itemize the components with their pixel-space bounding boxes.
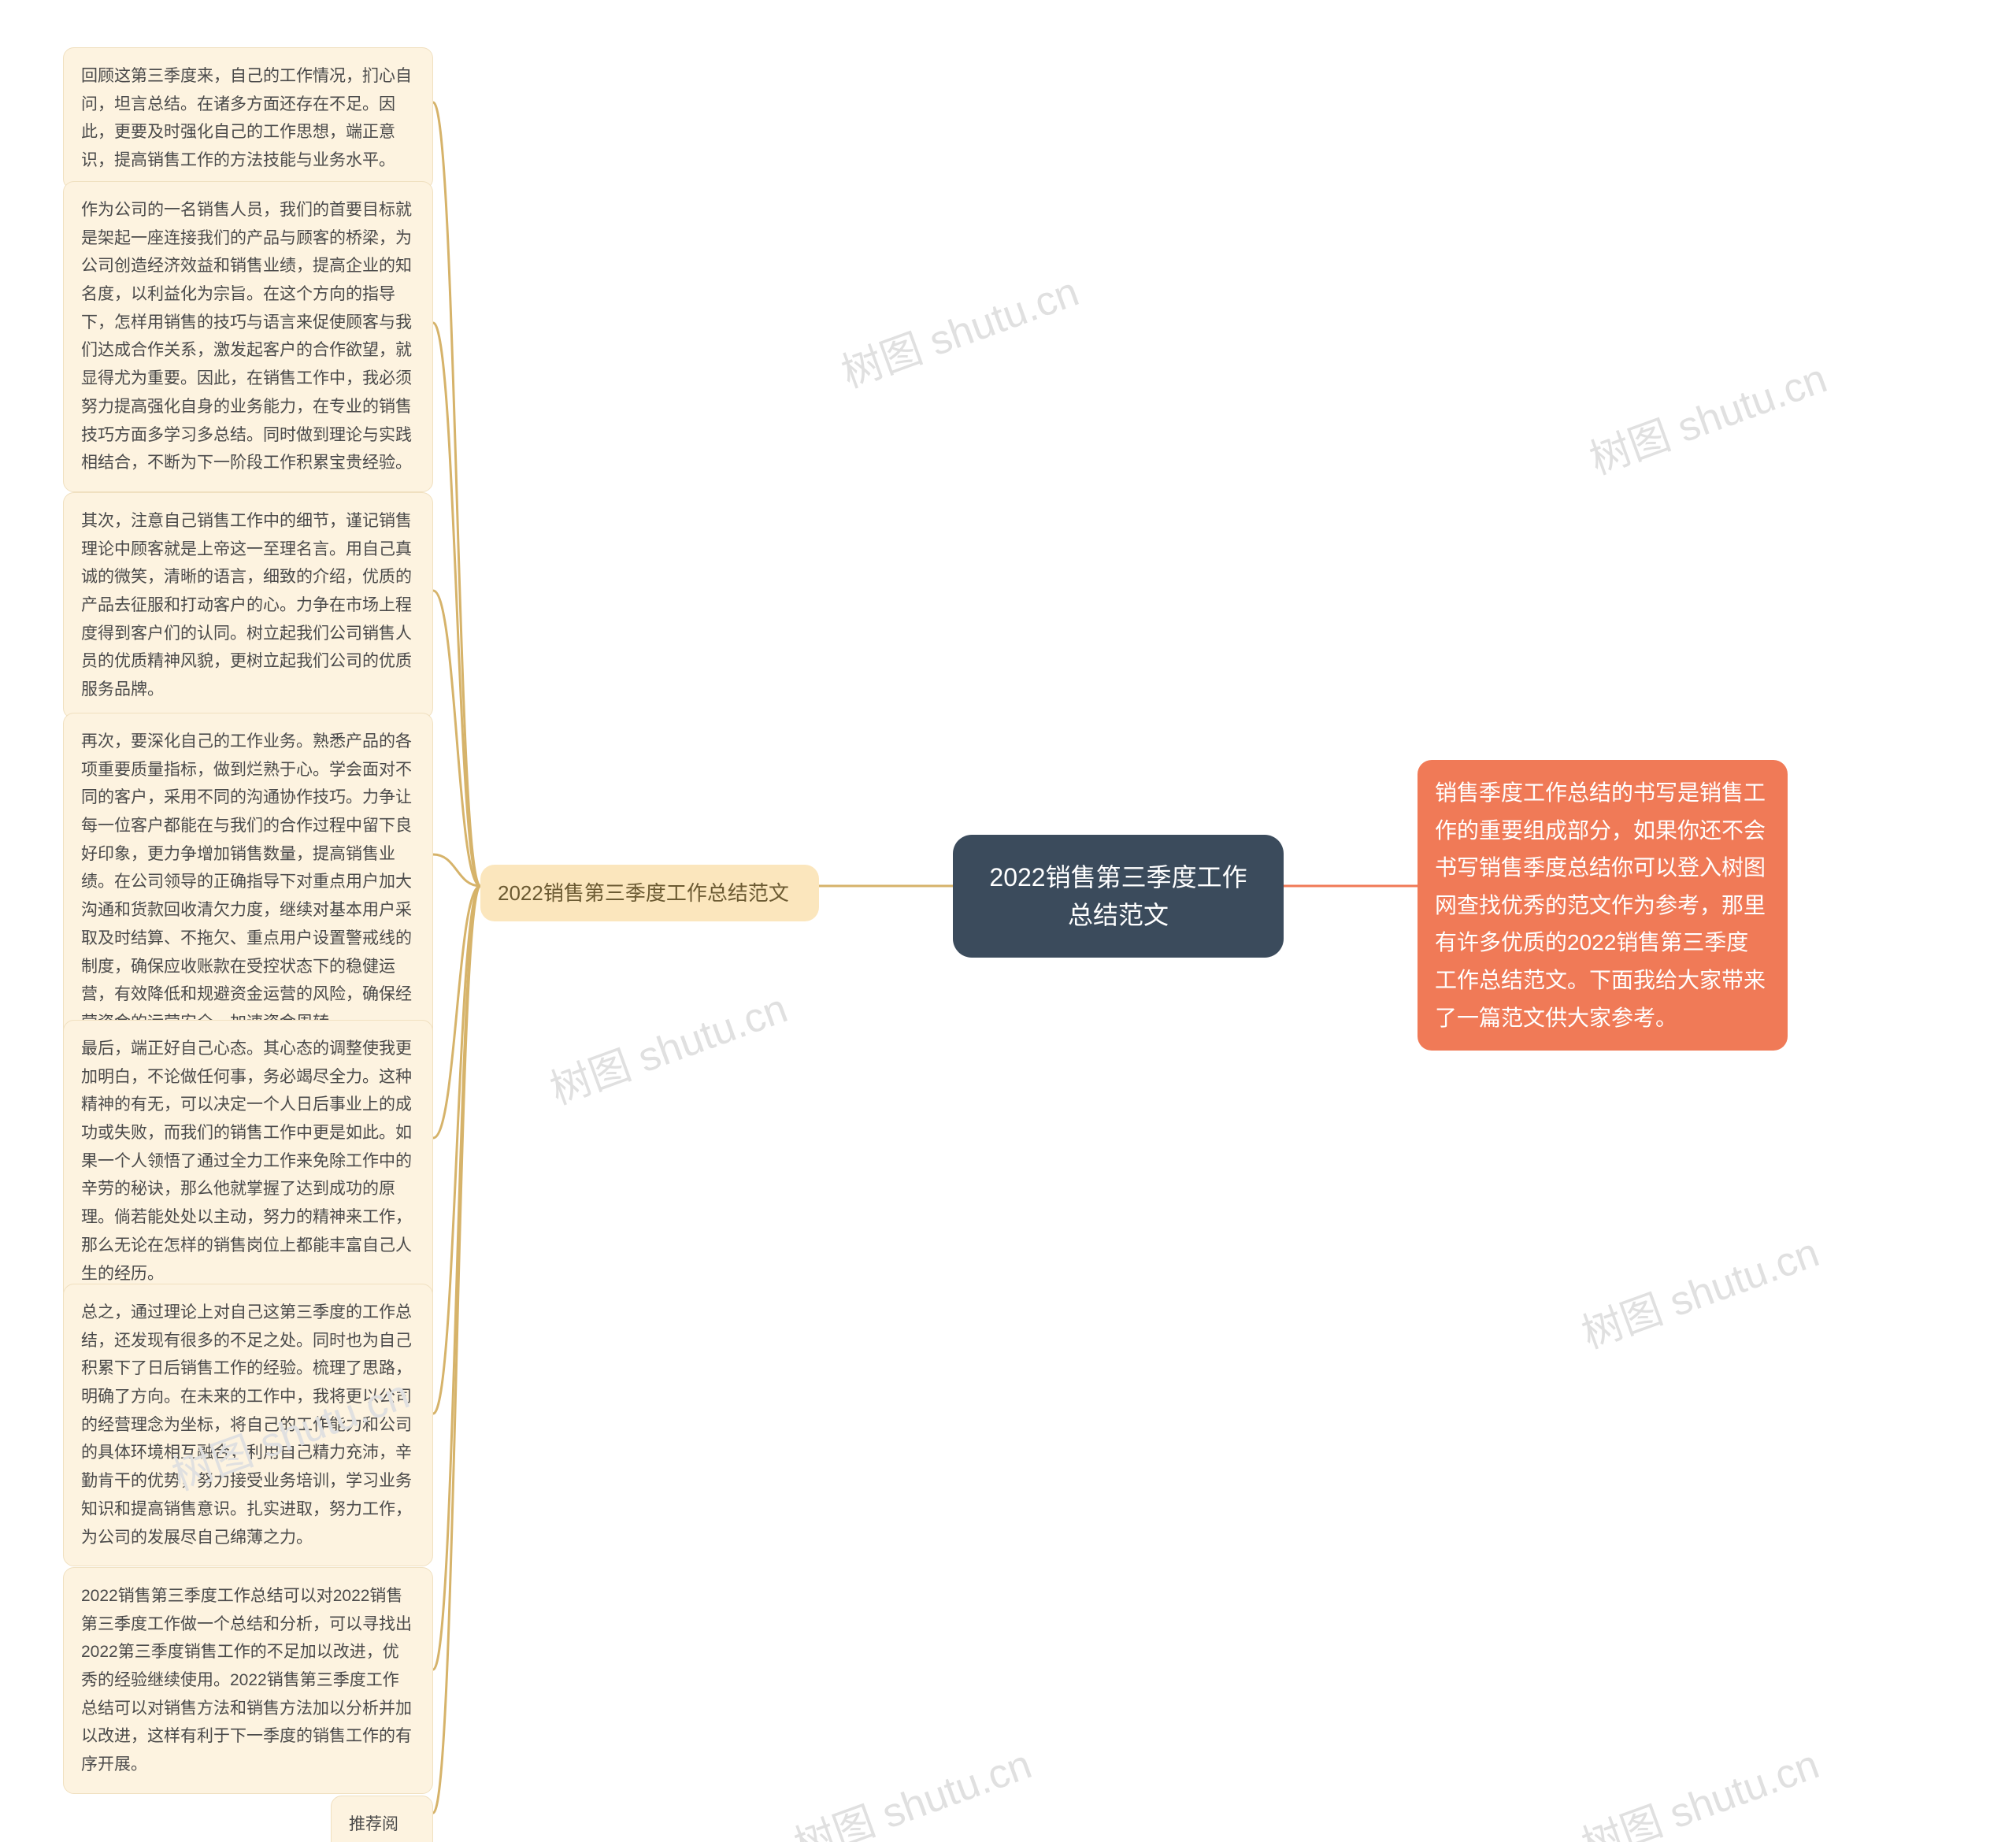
leaf-text: 最后，端正好自己心态。其心态的调整使我更加明白，不论做任何事，务必竭尽全力。这种… bbox=[81, 1040, 412, 1283]
root-title: 2022销售第三季度工作总结范文 bbox=[989, 863, 1247, 929]
leaf-text: 其次，注意自己销售工作中的细节，谨记销售理论中顾客就是上帝这一至理名言。用自己真… bbox=[81, 512, 412, 699]
edge-leaf bbox=[433, 323, 480, 886]
watermark-text: 树图 shutu.cn bbox=[541, 975, 795, 1115]
watermark-text: 树图 shutu.cn bbox=[1573, 1219, 1826, 1359]
leaf-node[interactable]: 推荐阅读： bbox=[331, 1796, 433, 1842]
edge-leaf bbox=[433, 886, 480, 1138]
edge-leaf bbox=[433, 886, 480, 1414]
edge-leaf bbox=[433, 102, 480, 886]
leaf-node[interactable]: 作为公司的一名销售人员，我们的首要目标就是架起一座连接我们的产品与顾客的桥梁，为… bbox=[63, 181, 433, 492]
leaf-node[interactable]: 总之，通过理论上对自己这第三季度的工作总结，还发现有很多的不足之处。同时也为自己… bbox=[63, 1284, 433, 1566]
mindmap-root-node[interactable]: 2022销售第三季度工作总结范文 bbox=[953, 835, 1284, 958]
leaf-text: 回顾这第三季度来，自己的工作情况，扪心自问，坦言总结。在诸多方面还存在不足。因此… bbox=[81, 67, 412, 169]
leaf-text: 2022销售第三季度工作总结可以对2022销售第三季度工作做一个总结和分析，可以… bbox=[81, 1587, 412, 1773]
leaf-text: 推荐阅读： bbox=[349, 1815, 398, 1842]
watermark-text: 树图 shutu.cn bbox=[1581, 345, 1834, 485]
watermark-text: 树图 shutu.cn bbox=[832, 258, 1086, 398]
leaf-text: 再次，要深化自己的工作业务。熟悉产品的各项重要质量指标，做到烂熟于心。学会面对不… bbox=[81, 732, 412, 1032]
leaf-node[interactable]: 再次，要深化自己的工作业务。熟悉产品的各项重要质量指标，做到烂熟于心。学会面对不… bbox=[63, 713, 433, 1052]
leaf-node[interactable]: 其次，注意自己销售工作中的细节，谨记销售理论中顾客就是上帝这一至理名言。用自己真… bbox=[63, 492, 433, 719]
watermark-text: 树图 shutu.cn bbox=[785, 1731, 1039, 1842]
leaf-node[interactable]: 最后，端正好自己心态。其心态的调整使我更加明白，不论做任何事，务必竭尽全力。这种… bbox=[63, 1020, 433, 1303]
left-title-text: 2022销售第三季度工作总结范文 bbox=[498, 881, 789, 905]
right-node-text: 销售季度工作总结的书写是销售工作的重要组成部分，如果你还不会书写销售季度总结你可… bbox=[1435, 780, 1766, 1030]
mindmap-left-title-node[interactable]: 2022销售第三季度工作总结范文 bbox=[480, 865, 819, 921]
edge-leaf bbox=[433, 591, 480, 886]
edge-leaf bbox=[433, 886, 480, 1670]
leaf-text: 总之，通过理论上对自己这第三季度的工作总结，还发现有很多的不足之处。同时也为自己… bbox=[81, 1303, 412, 1547]
edge-leaves-group bbox=[433, 102, 480, 1813]
mindmap-right-node[interactable]: 销售季度工作总结的书写是销售工作的重要组成部分，如果你还不会书写销售季度总结你可… bbox=[1418, 760, 1788, 1051]
leaf-text: 作为公司的一名销售人员，我们的首要目标就是架起一座连接我们的产品与顾客的桥梁，为… bbox=[81, 201, 412, 472]
edge-leaf bbox=[433, 854, 480, 886]
leaf-node[interactable]: 2022销售第三季度工作总结可以对2022销售第三季度工作做一个总结和分析，可以… bbox=[63, 1567, 433, 1794]
watermark-text: 树图 shutu.cn bbox=[1573, 1731, 1826, 1842]
edge-leaf bbox=[433, 886, 480, 1813]
leaf-node[interactable]: 回顾这第三季度来，自己的工作情况，扪心自问，坦言总结。在诸多方面还存在不足。因此… bbox=[63, 47, 433, 190]
